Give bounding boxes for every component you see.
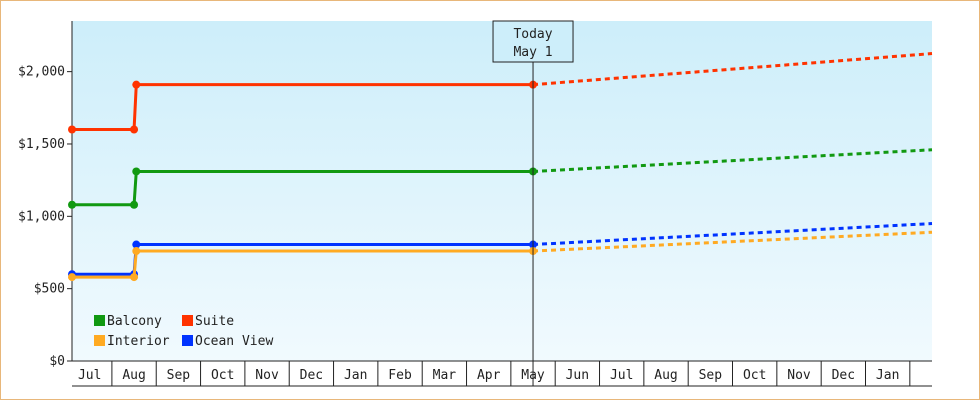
- series-line-forecast: [532, 222, 933, 247]
- y-tick-label: $0: [49, 354, 65, 369]
- series-line-forecast: [532, 230, 933, 253]
- series-point: [132, 80, 141, 89]
- month-label: Aug: [654, 368, 677, 383]
- month-label: Oct: [211, 368, 234, 383]
- month-label: Jul: [78, 368, 101, 383]
- month-label: Jul: [610, 368, 633, 383]
- month-label: Dec: [300, 368, 323, 383]
- y-tick-label: $2,000: [18, 65, 65, 80]
- legend-swatch: [182, 335, 193, 346]
- month-label: Aug: [122, 368, 145, 383]
- month-label: Dec: [832, 368, 855, 383]
- series-point: [132, 247, 141, 256]
- today-label: Today: [513, 27, 552, 42]
- month-label: Feb: [388, 368, 412, 383]
- month-label: Nov: [787, 368, 811, 383]
- series-point: [68, 273, 76, 282]
- month-label: Jan: [876, 368, 899, 383]
- today-box: [492, 20, 574, 63]
- series-point: [132, 167, 141, 176]
- plot-background: [72, 21, 932, 361]
- month-label: Jun: [566, 368, 589, 383]
- month-label: Sep: [699, 368, 723, 383]
- series-point: [130, 200, 139, 209]
- series-point: [68, 125, 76, 134]
- legend-label: Interior: [107, 334, 170, 349]
- legend-label: Balcony: [107, 314, 162, 329]
- legend-swatch: [94, 335, 105, 346]
- series-line-forecast: [532, 148, 933, 173]
- y-tick-label: $1,500: [18, 137, 65, 152]
- series-line-history: [72, 249, 534, 279]
- series-point: [68, 200, 76, 209]
- month-label: Mar: [433, 368, 457, 383]
- y-tick-label: $500: [34, 282, 65, 297]
- legend-label: Suite: [195, 314, 234, 329]
- series-point: [130, 273, 139, 282]
- month-label: Nov: [255, 368, 279, 383]
- legend-swatch: [182, 315, 193, 326]
- legend-swatch: [94, 315, 105, 326]
- month-label: Sep: [167, 368, 191, 383]
- series-line-history: [72, 83, 534, 132]
- series-line-forecast: [532, 52, 933, 87]
- series-point: [132, 240, 141, 249]
- month-label: Oct: [743, 368, 766, 383]
- y-tick-label: $1,000: [18, 209, 65, 224]
- series-line-history: [72, 169, 534, 207]
- today-date: May 1: [513, 45, 552, 60]
- month-label: Jan: [344, 368, 367, 383]
- month-label: Apr: [477, 368, 501, 383]
- legend-label: Ocean View: [195, 334, 273, 349]
- series-point: [130, 125, 139, 134]
